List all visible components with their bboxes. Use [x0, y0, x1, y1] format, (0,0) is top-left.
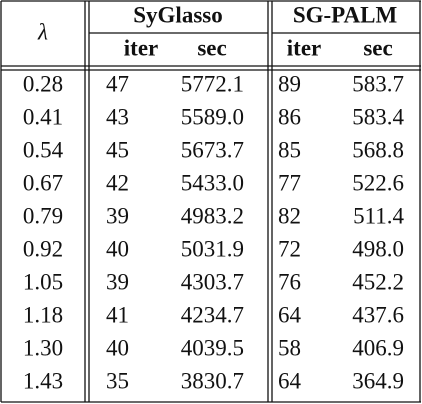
- table-cell: 82: [278, 203, 301, 228]
- sub-header: iter: [287, 35, 321, 60]
- table-cell: 72: [278, 236, 301, 261]
- table-cell: 452.2: [352, 269, 404, 294]
- sub-header: sec: [363, 35, 392, 60]
- table-cell: 406.9: [352, 335, 404, 360]
- table-cell: 86: [278, 104, 301, 129]
- sub-header: sec: [197, 35, 226, 60]
- table-cell: 89: [278, 71, 301, 96]
- table-cell: 1.18: [23, 302, 63, 327]
- table-cell: 0.54: [23, 137, 64, 162]
- sub-header: iter: [124, 35, 158, 60]
- table-cell: 42: [106, 170, 129, 195]
- table-cell: 568.8: [352, 137, 404, 162]
- table-cell: 4039.5: [181, 335, 244, 360]
- table-cell: 5031.9: [181, 236, 244, 261]
- table-cell: 0.92: [23, 236, 63, 261]
- table-cell: 76: [278, 269, 301, 294]
- table-cell: 522.6: [352, 170, 404, 195]
- table-cell: 0.79: [23, 203, 63, 228]
- table-cell: 64: [278, 302, 302, 327]
- table-cell: 4983.2: [181, 203, 244, 228]
- table-cell: 47: [106, 71, 129, 96]
- table-cell: 0.41: [23, 104, 63, 129]
- table-cell: 35: [106, 368, 129, 393]
- group-header: SG-PALM: [293, 2, 398, 27]
- table-cell: 58: [278, 335, 301, 360]
- table-cell: 39: [106, 203, 129, 228]
- table-cell: 5589.0: [181, 104, 244, 129]
- table-cell: 85: [278, 137, 301, 162]
- table-cell: 364.9: [352, 368, 404, 393]
- table-cell: 64: [278, 368, 302, 393]
- table-cell: 583.7: [352, 71, 404, 96]
- table-cell: 5433.0: [181, 170, 244, 195]
- table-cell: 5673.7: [181, 137, 244, 162]
- table-cell: 1.30: [23, 335, 63, 360]
- table-cell: 39: [106, 269, 129, 294]
- table-cell: 1.05: [23, 269, 63, 294]
- table-cell: 4303.7: [181, 269, 244, 294]
- table-cell: 498.0: [352, 236, 404, 261]
- table-cell: 4234.7: [181, 302, 244, 327]
- table-cell: 0.28: [23, 71, 63, 96]
- lambda-header: λ: [37, 19, 48, 44]
- table-cell: 437.6: [352, 302, 404, 327]
- table-cell: 77: [278, 170, 301, 195]
- table-cell: 43: [106, 104, 129, 129]
- table-cell: 5772.1: [181, 71, 244, 96]
- table-cell: 40: [106, 335, 129, 360]
- table-cell: 511.4: [353, 203, 404, 228]
- table-cell: 3830.7: [181, 368, 244, 393]
- table-cell: 45: [106, 137, 129, 162]
- table-cell: 41: [106, 302, 129, 327]
- table-cell: 0.67: [23, 170, 63, 195]
- table-cell: 40: [106, 236, 129, 261]
- group-header: SyGlasso: [133, 2, 222, 27]
- table-cell: 583.4: [352, 104, 404, 129]
- table-cell: 1.43: [23, 368, 63, 393]
